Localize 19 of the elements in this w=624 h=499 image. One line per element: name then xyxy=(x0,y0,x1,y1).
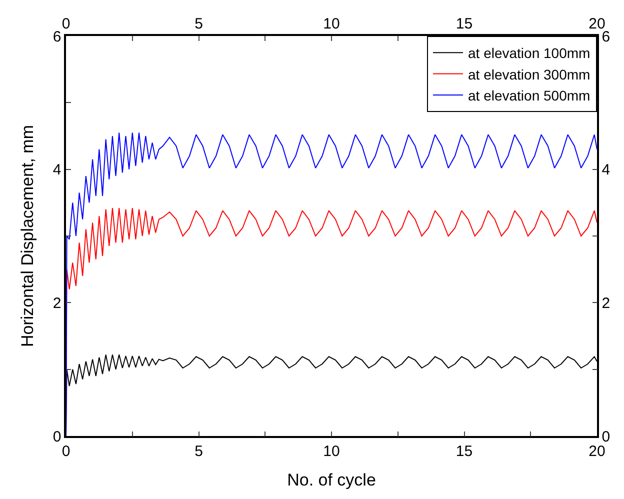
x-axis-title: No. of cycle xyxy=(287,470,376,490)
y-tick-label: 2 xyxy=(52,294,62,312)
y-tick-label: 4 xyxy=(52,162,62,179)
x-tick-label: 10 xyxy=(323,15,340,32)
legend-label: at elevation 300mm xyxy=(468,66,590,82)
y2-tick-label: 4 xyxy=(602,162,610,179)
y-tick-label: 6 xyxy=(52,28,62,46)
x2-tick-label: 15 xyxy=(456,442,473,460)
x2-tick-label: 20 xyxy=(588,442,606,460)
legend-label: at elevation 100mm xyxy=(468,45,590,62)
x2-tick-label: 5 xyxy=(194,442,203,460)
x-tick-label: 5 xyxy=(194,15,203,32)
y-tick-label: 0 xyxy=(52,428,62,446)
x2-tick-label: 10 xyxy=(323,442,340,460)
y2-tick-label: 0 xyxy=(602,428,610,446)
x-tick-label: 15 xyxy=(456,15,473,32)
y-axis-title: Horizontal Displacement, mm xyxy=(18,124,37,348)
y2-tick-label: 2 xyxy=(602,294,610,312)
legend-label: at elevation 500mm xyxy=(468,87,590,104)
